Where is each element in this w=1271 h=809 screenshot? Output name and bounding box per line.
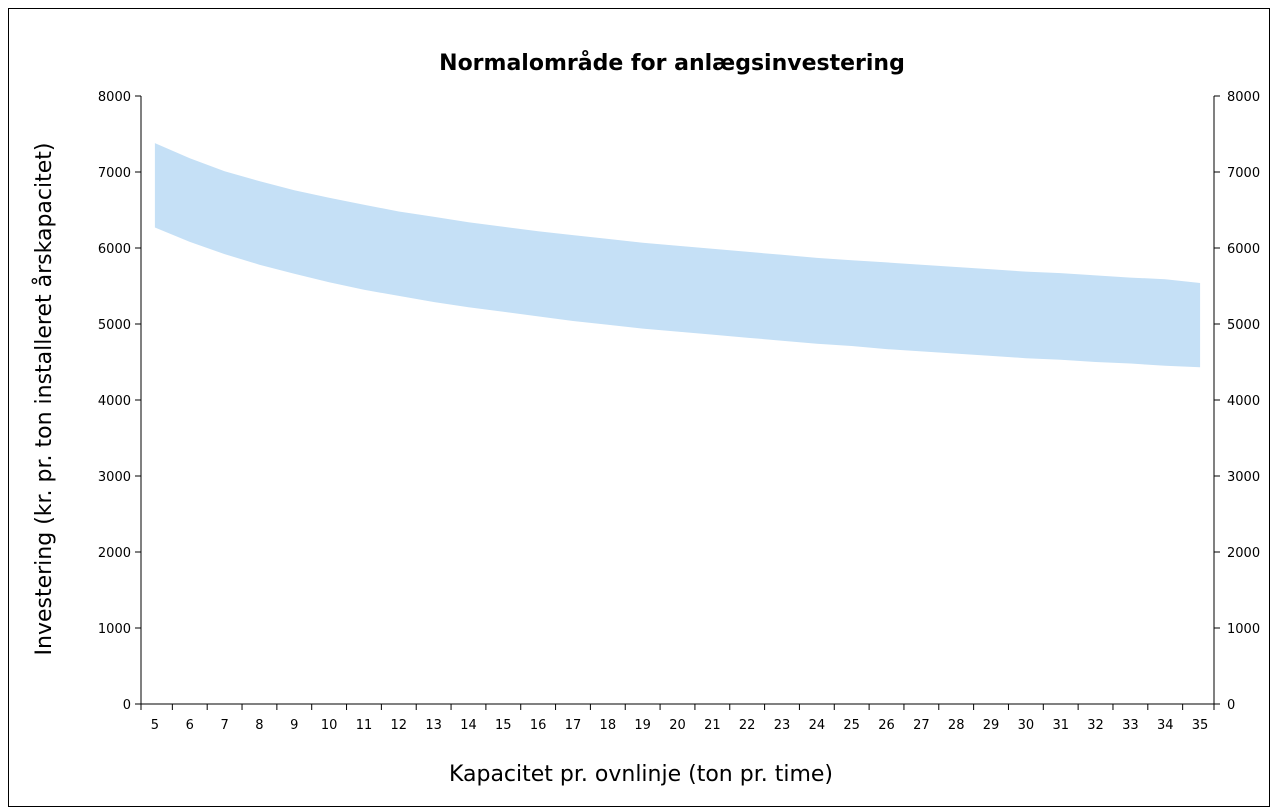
y-tick-label-right: 3000 <box>1227 470 1260 485</box>
x-tick-label: 23 <box>774 718 791 733</box>
y-tick-label-left: 0 <box>123 698 131 713</box>
x-tick-label: 24 <box>809 718 826 733</box>
y-tick-label-right: 7000 <box>1227 166 1260 181</box>
x-tick-label: 18 <box>600 718 617 733</box>
x-tick-label: 31 <box>1052 718 1069 733</box>
x-tick-label: 7 <box>220 718 228 733</box>
y-tick-label-right: 5000 <box>1227 318 1260 333</box>
x-tick-label: 20 <box>669 718 686 733</box>
x-tick-label: 29 <box>983 718 1000 733</box>
y-tick-label-left: 4000 <box>98 394 131 409</box>
y-tick-label-left: 2000 <box>98 546 131 561</box>
x-tick-label: 13 <box>425 718 442 733</box>
y-tick-label-left: 6000 <box>98 242 131 257</box>
x-tick-label: 14 <box>460 718 477 733</box>
x-tick-label: 28 <box>948 718 965 733</box>
x-tick-label: 10 <box>321 718 338 733</box>
x-tick-label: 11 <box>356 718 373 733</box>
y-tick-label-right: 1000 <box>1227 622 1260 637</box>
x-tick-label: 26 <box>878 718 895 733</box>
x-tick-label: 22 <box>739 718 756 733</box>
y-tick-label-left: 7000 <box>98 166 131 181</box>
y-axis-title: Investering (kr. pr. ton installeret års… <box>31 143 57 656</box>
x-tick-label: 19 <box>634 718 651 733</box>
x-tick-label: 32 <box>1087 718 1104 733</box>
y-tick-label-right: 4000 <box>1227 394 1260 409</box>
x-tick-label: 30 <box>1018 718 1035 733</box>
x-tick-label: 12 <box>391 718 408 733</box>
x-tick-label: 6 <box>186 718 194 733</box>
x-tick-label: 15 <box>495 718 512 733</box>
y-tick-label-left: 1000 <box>98 622 131 637</box>
normal-range-band <box>154 143 1201 368</box>
x-tick-label: 33 <box>1122 718 1139 733</box>
x-tick-label: 8 <box>255 718 263 733</box>
plot-area: 0 0 1000 1000 2000 2000 3000 3000 4000 4000 5000 50… <box>98 90 1260 733</box>
chart-svg: Normalområde for anlægsinvestering Inves… <box>31 50 1260 787</box>
x-tick-label: 25 <box>843 718 860 733</box>
x-tick-label: 34 <box>1157 718 1174 733</box>
y-tick-label-left: 5000 <box>98 318 131 333</box>
x-tick-label: 9 <box>290 718 298 733</box>
y-tick-label-left: 8000 <box>98 90 131 105</box>
y-tick-label-left: 3000 <box>98 470 131 485</box>
x-tick-label: 5 <box>151 718 159 733</box>
x-tick-label: 35 <box>1192 718 1209 733</box>
chart-frame: Normalområde for anlægsinvestering Inves… <box>8 8 1270 807</box>
x-tick-label: 17 <box>565 718 582 733</box>
x-tick-label: 16 <box>530 718 547 733</box>
y-tick-label-right: 2000 <box>1227 546 1260 561</box>
y-tick-label-right: 0 <box>1227 698 1235 713</box>
chart-title: Normalområde for anlægsinvestering <box>439 50 905 76</box>
x-axis-title: Kapacitet pr. ovnlinje (ton pr. time) <box>449 762 833 787</box>
y-tick-label-right: 6000 <box>1227 242 1260 257</box>
x-tick-label: 21 <box>704 718 721 733</box>
x-tick-label: 27 <box>913 718 930 733</box>
y-tick-label-right: 8000 <box>1227 90 1260 105</box>
